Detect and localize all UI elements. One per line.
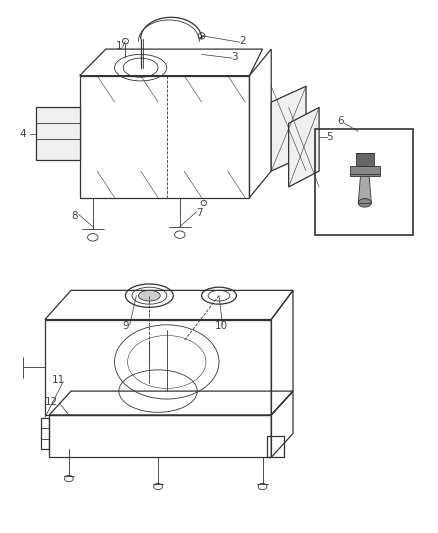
Text: 3: 3 <box>231 52 237 62</box>
Ellipse shape <box>138 290 160 301</box>
Polygon shape <box>289 108 319 187</box>
Text: 9: 9 <box>122 321 129 331</box>
Text: 4: 4 <box>19 129 25 139</box>
Text: 1: 1 <box>116 42 122 52</box>
Polygon shape <box>271 86 306 171</box>
Text: 5: 5 <box>327 132 333 142</box>
Text: 7: 7 <box>196 208 203 219</box>
Text: 11: 11 <box>51 375 64 385</box>
Text: 12: 12 <box>45 397 58 407</box>
Text: 2: 2 <box>240 36 246 46</box>
Polygon shape <box>358 176 371 203</box>
Bar <box>356 152 374 166</box>
Ellipse shape <box>358 199 371 207</box>
Text: 8: 8 <box>71 211 78 221</box>
Text: 6: 6 <box>338 116 344 126</box>
Text: 10: 10 <box>215 321 228 331</box>
Polygon shape <box>350 166 380 176</box>
Bar <box>315 128 413 235</box>
Polygon shape <box>36 108 80 160</box>
